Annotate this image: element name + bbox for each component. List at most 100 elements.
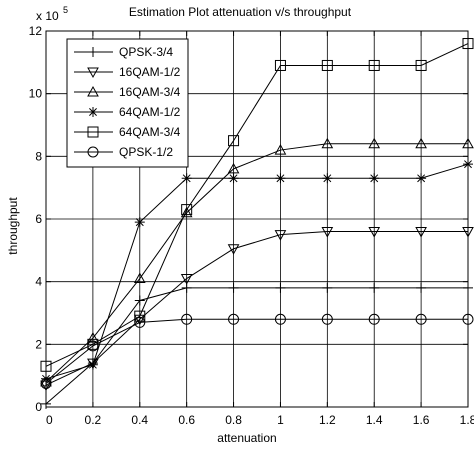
data-point [321,59,333,71]
data-point [321,227,334,238]
data-point [274,230,287,241]
legend: QPSK-3/4 16QAM-1/2 16QAM-3/4 64QAM-1/2 64QAM… [66,38,189,168]
legend-marker [88,107,98,117]
chart-title: Estimation Plot attenuation v/s throughp… [129,5,352,19]
data-point [321,137,334,149]
legend-box [66,38,189,168]
y-tick-label: 12 [29,24,43,38]
data-point [321,313,333,325]
legend-marker [87,146,99,158]
x-tick-label: 1.8 [460,413,474,427]
data-point [181,282,192,293]
data-point [227,162,240,174]
legend-marker [87,85,99,97]
data-point [181,313,193,325]
legend-label: 64QAM-3/4 [119,125,181,139]
data-point [368,137,381,149]
legend-item: QPSK-3/4 [74,45,173,59]
data-point [87,340,99,352]
y-tick-label: 0 [35,400,42,414]
data-point [368,227,381,238]
data-point [228,135,240,147]
y-exponent-power: 5 [63,5,68,15]
data-point [181,204,193,216]
data-point [415,137,427,149]
x-tick-label: 0.6 [178,413,195,427]
data-point [368,313,380,325]
y-tick-label: 4 [35,275,42,289]
y-exponent-label: x 10 [36,9,59,23]
data-point [87,359,98,370]
x-tick-label: 0.2 [85,413,102,427]
y-tick-label: 10 [29,87,43,101]
y-tick-label: 2 [35,337,42,351]
data-point [415,227,427,238]
y-tick-label: 6 [35,212,42,226]
series-2 [40,227,474,392]
x-tick-label: 0.8 [225,413,242,427]
x-tick-labels: 0 0.2 0.4 0.6 0.8 1 1.2 1.4 1.6 1.8 [46,413,474,427]
legend-item: 64QAM-1/2 [74,105,181,119]
legend-label: 16QAM-3/4 [119,85,181,99]
data-point [227,244,240,255]
data-point [274,144,287,155]
y-tick-labels: 0 2 4 6 8 10 12 [29,24,43,414]
x-tick-label: 1 [277,413,284,427]
data-point [415,313,427,325]
data-point [322,282,333,293]
series-line [45,318,468,384]
data-point [228,313,240,325]
data-point [134,310,146,322]
legend-item: 16QAM-1/2 [74,65,181,79]
data-point [274,313,286,325]
y-axis-label: throughput [6,197,20,255]
series-line [45,143,468,383]
data-point [181,173,192,184]
x-tick-label: 1.6 [413,413,430,427]
series-6 [40,313,474,389]
data-point [180,206,193,218]
data-point [368,59,380,71]
data-point [415,59,427,71]
data-point [228,282,239,293]
x-tick-label: 0.4 [131,413,148,427]
data-point [416,282,427,293]
legend-marker [87,126,99,138]
data-point [133,272,146,284]
x-axis-label: attenuation [217,431,276,445]
x-tick-label: 0 [46,413,53,427]
legend-item: QPSK-1/2 [74,145,173,159]
x-tick-label: 1.4 [366,413,383,427]
legend-label: QPSK-3/4 [119,45,173,59]
data-point [134,316,146,328]
data-point [134,217,145,228]
series-3 [40,137,474,387]
data-point [180,274,193,285]
data-point [87,332,99,343]
legend-label: 16QAM-1/2 [119,65,181,79]
legend-item: 16QAM-3/4 [74,85,181,99]
data-point [274,59,286,71]
data-point [369,282,380,293]
series-line [45,163,469,380]
data-point [228,173,239,184]
data-point [275,282,286,293]
data-point [322,173,333,184]
series-line [45,43,469,367]
data-point [87,358,99,370]
series-line [45,287,468,405]
series-5 [40,38,474,372]
series-line [45,231,468,386]
y-tick-label: 8 [35,149,42,163]
data-point [416,173,427,184]
legend-marker [88,47,98,57]
data-point [275,173,286,184]
legend-label: 64QAM-1/2 [119,105,181,119]
legend-label: QPSK-1/2 [119,145,173,159]
data-point [369,173,380,184]
x-tick-label: 1.2 [319,413,336,427]
data-point [134,295,145,306]
axis-ticks [45,30,469,408]
legend-item: 64QAM-3/4 [74,125,181,139]
